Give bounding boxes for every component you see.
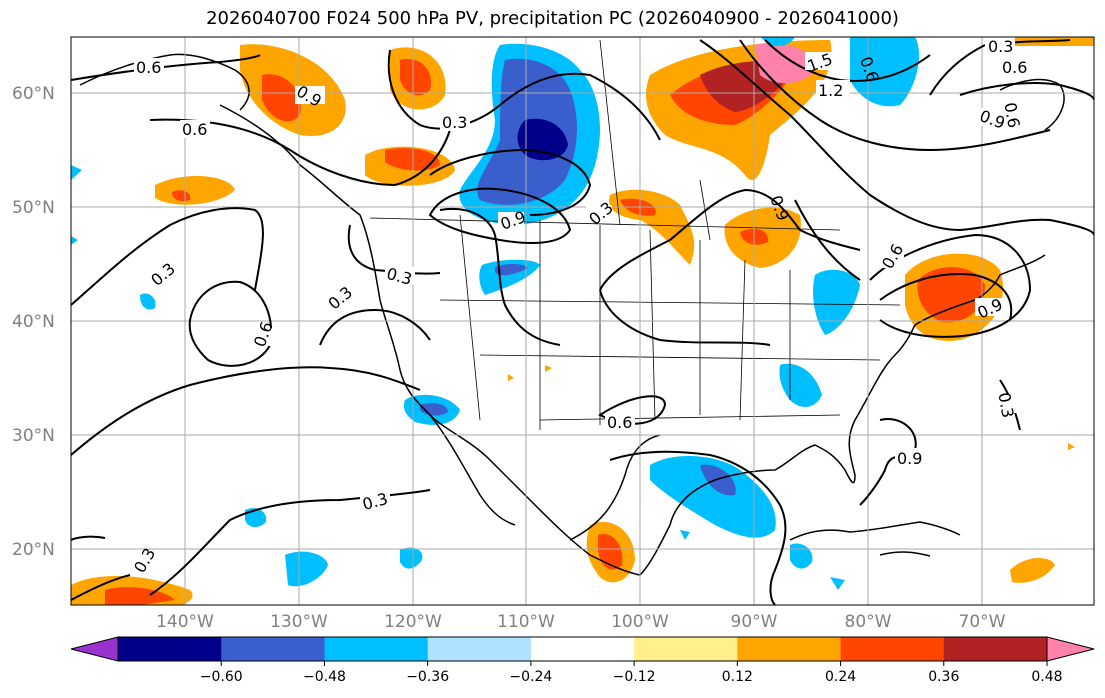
colorbar-swatch	[427, 637, 532, 661]
colorbar-tick-label: 0.24	[825, 669, 856, 685]
contour-label-boxes	[130, 37, 1030, 571]
contour-label: 0.6	[182, 120, 207, 139]
colorbar-frame	[117, 636, 1048, 662]
lat-label-60n: 60°N	[12, 84, 55, 104]
lat-label-40n: 40°N	[12, 312, 55, 332]
colorbar-swatch	[840, 637, 945, 661]
contour-label: 0.6	[136, 58, 161, 77]
lon-label-130w: 130°W	[270, 612, 328, 632]
contour-label: 1.2	[818, 81, 843, 100]
lon-label-90w: 90°W	[731, 612, 778, 632]
contour-label: 0.3	[442, 113, 467, 132]
contour-label: 0.3	[988, 37, 1013, 56]
colorbar-extend-min	[70, 636, 119, 662]
lon-label-120w: 120°W	[384, 612, 442, 632]
colorbar-tick-label: −0.24	[509, 669, 552, 685]
colorbar-swatch	[737, 637, 842, 661]
colorbar: −0.60 −0.48 −0.36 −0.24 −0.12 0.12 0.24 0.36 0.4…	[70, 636, 1095, 685]
colorbar-extend-max	[1046, 636, 1095, 662]
colorbar-tick-label: −0.12	[613, 669, 656, 685]
lat-label-20n: 20°N	[12, 540, 55, 560]
latitude-labels: 60°N 50°N 40°N 30°N 20°N	[12, 84, 55, 560]
coastlines	[79, 53, 1065, 576]
lat-label-30n: 30°N	[12, 426, 55, 446]
contour-label: 0.6	[607, 413, 632, 432]
colorbar-swatch	[530, 637, 635, 661]
lon-label-100w: 100°W	[611, 612, 669, 632]
colorbar-tick-label: −0.60	[200, 669, 243, 685]
lat-label-50n: 50°N	[12, 198, 55, 218]
longitude-labels: 140°W 130°W 120°W 110°W 100°W 90°W 80°W …	[156, 612, 1006, 632]
map-title: 2026040700 F024 500 hPa PV, precipitatio…	[206, 8, 899, 29]
colorbar-swatch	[221, 637, 325, 661]
colorbar-swatch	[634, 637, 738, 661]
lon-label-110w: 110°W	[497, 612, 555, 632]
colorbar-swatch	[943, 637, 1048, 661]
lon-label-140w: 140°W	[156, 612, 214, 632]
lon-label-80w: 80°W	[845, 612, 892, 632]
contour-label: 0.3	[994, 391, 1017, 419]
colorbar-tick-label: 0.12	[722, 669, 753, 685]
graticule	[71, 37, 1094, 605]
state-borders	[369, 39, 901, 430]
colorbar-swatch	[324, 637, 429, 661]
plot-frame	[70, 36, 1095, 606]
colorbar-tick-label: 0.48	[1031, 669, 1062, 685]
contour-label: 0.6	[1000, 101, 1023, 129]
colorbar-tick-label: 0.36	[928, 669, 959, 685]
colorbar-swatch	[118, 637, 222, 661]
colorbar-tick-label: −0.36	[406, 669, 449, 685]
contour-label: 0.6	[1002, 58, 1027, 77]
colorbar-tick-label: −0.48	[303, 669, 346, 685]
contour-label: 0.9	[897, 449, 922, 468]
lon-label-70w: 70°W	[959, 612, 1006, 632]
